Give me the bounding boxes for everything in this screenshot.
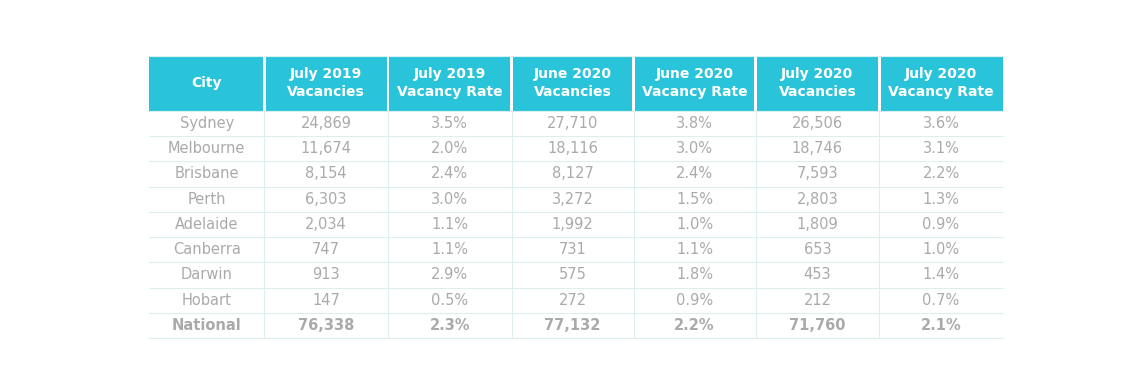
Text: 1.8%: 1.8%	[677, 268, 713, 282]
Text: 18,116: 18,116	[547, 141, 598, 156]
Text: 1.1%: 1.1%	[432, 217, 469, 232]
Text: 2.1%: 2.1%	[921, 318, 961, 333]
Text: 1.5%: 1.5%	[677, 192, 713, 207]
Text: 3.0%: 3.0%	[677, 141, 713, 156]
Text: 2.3%: 2.3%	[429, 318, 470, 333]
Text: 8,127: 8,127	[552, 167, 593, 181]
Text: 575: 575	[559, 268, 587, 282]
Text: 1.1%: 1.1%	[432, 242, 469, 257]
Text: Adelaide: Adelaide	[175, 217, 238, 232]
Text: 0.9%: 0.9%	[676, 293, 713, 308]
Text: Sydney: Sydney	[180, 116, 234, 131]
Text: June 2020
Vacancy Rate: June 2020 Vacancy Rate	[642, 67, 747, 99]
Text: 2,803: 2,803	[797, 192, 839, 207]
Text: 27,710: 27,710	[547, 116, 598, 131]
Text: 0.5%: 0.5%	[432, 293, 469, 308]
Text: 1.0%: 1.0%	[923, 242, 960, 257]
Bar	[387, 56, 389, 111]
Text: Hobart: Hobart	[182, 293, 232, 308]
Bar	[633, 56, 635, 111]
Text: 7,593: 7,593	[797, 167, 839, 181]
Text: 747: 747	[312, 242, 341, 257]
Text: 0.9%: 0.9%	[923, 217, 960, 232]
Text: 653: 653	[804, 242, 832, 257]
Text: 1.3%: 1.3%	[923, 192, 960, 207]
Bar	[263, 56, 265, 111]
Text: 77,132: 77,132	[544, 318, 601, 333]
Text: 71,760: 71,760	[789, 318, 845, 333]
Text: 3.6%: 3.6%	[923, 116, 960, 131]
Text: 1,992: 1,992	[552, 217, 593, 232]
Text: 272: 272	[559, 293, 587, 308]
Text: Canberra: Canberra	[173, 242, 241, 257]
Text: 2.2%: 2.2%	[674, 318, 715, 333]
Text: 1.0%: 1.0%	[676, 217, 713, 232]
Text: 1.4%: 1.4%	[923, 268, 960, 282]
Text: 731: 731	[559, 242, 587, 257]
Text: 0.7%: 0.7%	[923, 293, 960, 308]
Text: National: National	[172, 318, 242, 333]
Text: 1.1%: 1.1%	[677, 242, 713, 257]
Text: 3,272: 3,272	[552, 192, 593, 207]
Bar	[510, 56, 513, 111]
Bar	[754, 56, 756, 111]
Text: 1,809: 1,809	[797, 217, 839, 232]
Text: 6,303: 6,303	[306, 192, 347, 207]
Text: City: City	[191, 76, 223, 90]
Text: July 2019
Vacancies: July 2019 Vacancies	[288, 67, 365, 99]
Text: 913: 913	[312, 268, 339, 282]
Text: 2.0%: 2.0%	[432, 141, 469, 156]
Text: Perth: Perth	[188, 192, 226, 207]
Text: 147: 147	[312, 293, 341, 308]
Text: June 2020
Vacancies: June 2020 Vacancies	[534, 67, 611, 99]
Text: July 2019
Vacancy Rate: July 2019 Vacancy Rate	[397, 67, 502, 99]
Text: 2.4%: 2.4%	[432, 167, 469, 181]
Text: July 2020
Vacancy Rate: July 2020 Vacancy Rate	[888, 67, 994, 99]
Text: 76,338: 76,338	[298, 318, 354, 333]
Text: 24,869: 24,869	[301, 116, 352, 131]
Text: 3.5%: 3.5%	[432, 116, 469, 131]
Text: 3.1%: 3.1%	[923, 141, 960, 156]
Text: Melbourne: Melbourne	[169, 141, 245, 156]
Text: 2.9%: 2.9%	[432, 268, 469, 282]
Text: 2,034: 2,034	[306, 217, 347, 232]
Text: Brisbane: Brisbane	[174, 167, 239, 181]
Text: 453: 453	[804, 268, 832, 282]
Text: 11,674: 11,674	[301, 141, 352, 156]
Text: 8,154: 8,154	[306, 167, 347, 181]
Text: 3.8%: 3.8%	[677, 116, 713, 131]
Text: 2.2%: 2.2%	[923, 167, 960, 181]
Bar	[878, 56, 880, 111]
Text: 26,506: 26,506	[791, 116, 843, 131]
Bar	[149, 56, 1003, 111]
Text: 3.0%: 3.0%	[432, 192, 469, 207]
Text: 18,746: 18,746	[792, 141, 843, 156]
Text: Darwin: Darwin	[181, 268, 233, 282]
Text: 212: 212	[804, 293, 832, 308]
Text: 2.4%: 2.4%	[676, 167, 713, 181]
Text: July 2020
Vacancies: July 2020 Vacancies	[779, 67, 856, 99]
